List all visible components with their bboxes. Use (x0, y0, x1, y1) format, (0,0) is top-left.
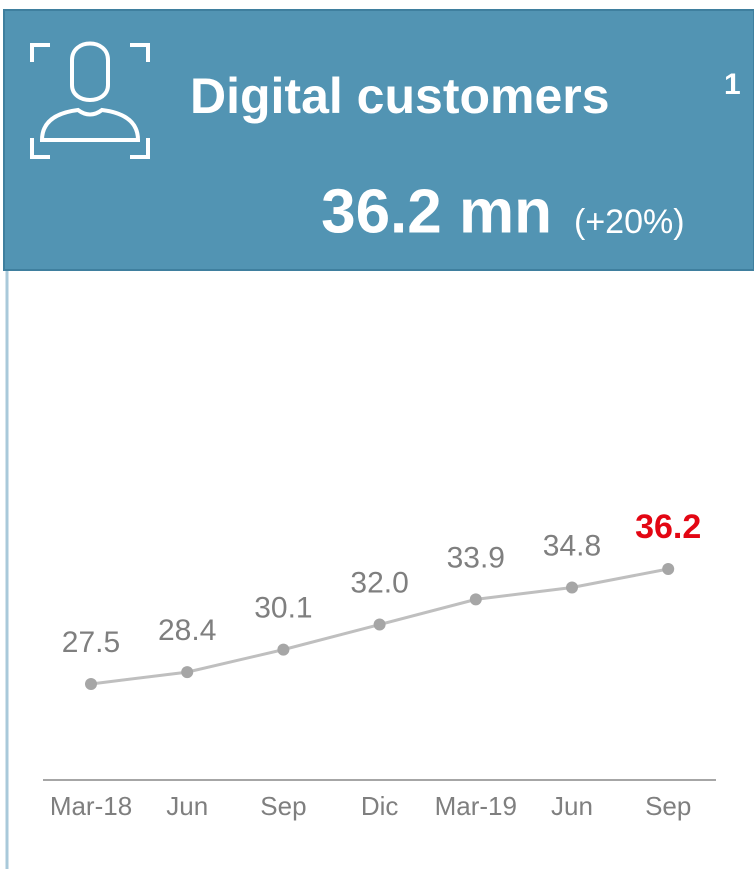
value-label: 36.2 (635, 508, 701, 546)
x-tick-label: Sep (260, 791, 306, 821)
value-label: 34.8 (543, 529, 601, 562)
data-point (181, 666, 194, 679)
x-tick-label: Mar-18 (50, 791, 132, 821)
data-point (566, 581, 578, 594)
data-point (662, 563, 675, 575)
customer-icon (30, 41, 150, 159)
x-tick-label: Dic (361, 791, 399, 821)
x-tick-label: Mar-19 (435, 791, 517, 821)
value-label: 27.5 (62, 626, 120, 659)
value-label: 30.1 (254, 592, 312, 625)
data-point (469, 593, 482, 606)
data-point (85, 678, 97, 690)
x-tick-label: Sep (645, 791, 691, 821)
footnote-mark: 1 (724, 68, 741, 101)
value-label: 28.4 (158, 614, 216, 647)
headline-change: (+20%) (574, 203, 685, 241)
value-label: 33.9 (447, 541, 505, 574)
header-title: Digital customers (190, 68, 610, 124)
value-label: 32.0 (350, 566, 408, 599)
data-point (277, 643, 290, 656)
headline-value: 36.2 mn (321, 177, 552, 246)
data-point (373, 618, 386, 631)
x-tick-label: Jun (166, 791, 208, 821)
x-tick-label: Jun (551, 791, 593, 821)
